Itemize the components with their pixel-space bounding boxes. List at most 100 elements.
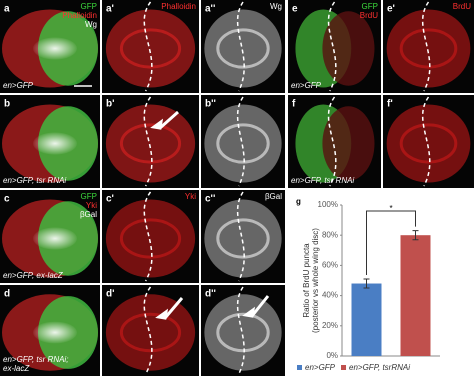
panel-label: b' — [106, 99, 115, 110]
panel-label: f — [292, 99, 296, 110]
tissue-fold — [119, 312, 182, 353]
channel-label: BrdU — [360, 11, 378, 20]
compartment-boundary — [236, 191, 245, 282]
panel-label: a'' — [205, 4, 215, 15]
genotype-label: en>GFP, ex-lacZ — [3, 271, 64, 280]
bar — [351, 283, 382, 356]
y-axis-label: Ratio of BrdU puncta — [302, 243, 311, 318]
arrow-head — [242, 306, 256, 318]
panel-label: b — [4, 99, 10, 110]
panel-label: b'' — [205, 99, 216, 110]
significance-bracket — [366, 210, 416, 275]
tissue-fold — [216, 218, 270, 259]
panel-label: a' — [106, 4, 114, 15]
channel-label: βGal — [80, 210, 97, 219]
error-bar — [363, 278, 370, 289]
image-panel: e' BrdU — [383, 0, 474, 93]
image-panel: f en>GFP, tsr RNAi — [288, 95, 381, 188]
tissue — [105, 199, 196, 278]
y-tick-label: 20% — [322, 321, 338, 330]
legend-swatch — [341, 365, 347, 370]
genotype-label: en>GFP, tsr RNAi — [3, 176, 66, 185]
image-panel: b' — [102, 95, 199, 188]
image-panel: f' — [383, 95, 474, 188]
panel-label: d'' — [205, 289, 216, 300]
tissue-red — [322, 11, 375, 86]
tissue — [105, 104, 196, 183]
channel-label: Yki — [185, 192, 196, 201]
tissue-fold — [399, 123, 458, 164]
arrow-shaft — [163, 297, 184, 319]
arrow-shaft — [159, 110, 179, 130]
panel-label: c' — [106, 194, 114, 205]
image-panel: c' Yki — [102, 190, 199, 283]
channel-label: Phalloidin — [62, 11, 97, 20]
compartment-boundary — [236, 96, 245, 187]
compartment-boundary — [143, 96, 153, 187]
panel-label: d — [4, 289, 10, 300]
channel-label: βGal — [265, 192, 282, 201]
tissue-fold — [119, 123, 182, 164]
image-panel: d en>GFP, tsr RNAi;ex-lacZ — [0, 285, 100, 376]
legend-label: en>GFP, tsrRNAi — [349, 363, 410, 372]
significance-label: * — [389, 204, 392, 213]
panel-label: a — [4, 4, 10, 15]
channel-label: GFP — [81, 192, 97, 201]
tissue-fold — [399, 28, 458, 69]
tissue-fold — [216, 123, 270, 164]
panel-label: d' — [106, 289, 115, 300]
channel-label: Yki — [86, 201, 97, 210]
compartment-boundary — [143, 286, 153, 375]
image-panel: a' Phalloidin — [102, 0, 199, 93]
compartment-boundary — [421, 96, 431, 187]
channel-label: Phalloidin — [161, 2, 196, 11]
compartment-boundary — [236, 286, 245, 375]
genotype-label: en>GFP — [291, 81, 322, 90]
arrow-head — [150, 118, 164, 130]
y-tick-label: 100% — [318, 200, 338, 209]
bar — [400, 235, 431, 356]
y-tick-label: 0% — [326, 351, 338, 360]
compartment-boundary — [143, 191, 153, 282]
image-panel: d'' — [201, 285, 285, 376]
genotype-label: ex-lacZ — [3, 364, 30, 373]
tissue-white — [33, 227, 77, 250]
legend-swatch — [297, 365, 302, 370]
image-panel: a'' Wg — [201, 0, 285, 93]
panel-label: c'' — [205, 194, 215, 205]
genotype-label: en>GFP, tsr RNAi — [291, 176, 354, 185]
panel-label: e — [292, 4, 298, 15]
tissue-fold — [216, 312, 270, 353]
channel-label: GFP — [81, 2, 97, 11]
compartment-boundary — [327, 1, 337, 92]
channel-label: Wg — [270, 2, 282, 11]
tissue-fold — [216, 28, 270, 69]
tissue — [105, 9, 196, 88]
tissue — [204, 9, 282, 88]
image-panel: d' — [102, 285, 199, 376]
y-tick-label: 60% — [322, 261, 338, 270]
image-panel: c'' βGal — [201, 190, 285, 283]
compartment-boundary — [236, 1, 245, 92]
arrow-head — [155, 308, 169, 320]
genotype-label: en>GFP — [3, 81, 34, 90]
compartment-boundary — [327, 96, 337, 187]
panel-label: g — [296, 197, 301, 206]
compartment-boundary — [421, 1, 431, 92]
channel-label: GFP — [362, 2, 378, 11]
tissue-white — [33, 37, 77, 60]
tissue — [386, 9, 471, 88]
genotype-label: en>GFP, tsr RNAi; — [3, 355, 68, 364]
tissue — [204, 104, 282, 183]
y-tick-label: 80% — [322, 230, 338, 239]
tissue-fold — [119, 218, 182, 259]
channel-label: BrdU — [453, 2, 471, 11]
image-panel: b en>GFP, tsr RNAi — [0, 95, 100, 188]
tissue — [105, 294, 196, 371]
panel-label: f' — [387, 99, 393, 110]
